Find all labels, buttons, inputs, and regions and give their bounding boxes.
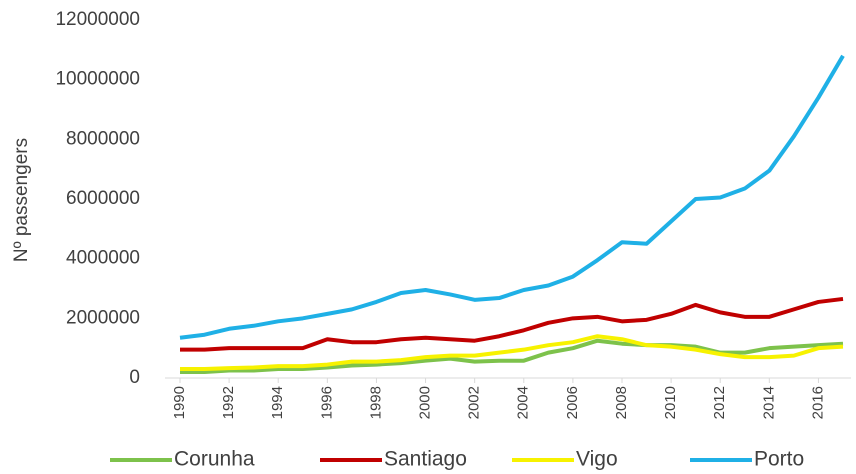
y-tick-label: 12000000 <box>55 9 140 30</box>
x-tick-label: 2016 <box>809 386 826 419</box>
y-tick-label: 4000000 <box>66 248 140 269</box>
x-tick-label: 1992 <box>220 386 237 419</box>
x-tick-label: 1996 <box>318 386 335 419</box>
x-tick-label: 1998 <box>367 386 384 419</box>
y-tick-label: 8000000 <box>66 128 140 149</box>
x-tick-label: 2002 <box>466 386 483 419</box>
y-tick-label: 6000000 <box>66 188 140 209</box>
x-tick-label: 2008 <box>613 386 630 419</box>
x-tick-label: 2006 <box>564 386 581 419</box>
legend-label: Vigo <box>576 448 618 471</box>
x-tick-label: 1990 <box>171 386 188 419</box>
legend-label: Santiago <box>384 448 467 471</box>
series-line <box>180 296 844 352</box>
x-tick-label: 1994 <box>269 386 286 419</box>
series-line <box>180 334 844 372</box>
x-tick-label: 2014 <box>760 386 777 419</box>
y-axis-label: Nº passengers <box>11 138 32 262</box>
y-tick-label: 0 <box>129 367 140 388</box>
series-line <box>179 54 845 340</box>
series-line <box>180 338 844 375</box>
legend-label: Corunha <box>174 448 255 471</box>
x-tick-label: 2000 <box>417 386 434 419</box>
x-tick-label: 2010 <box>662 386 679 419</box>
x-tick-label: 2012 <box>711 386 728 419</box>
y-tick-label: 10000000 <box>55 69 140 90</box>
x-tick-label: 2004 <box>515 386 532 419</box>
legend-label: Porto <box>754 448 804 471</box>
y-tick-label: 2000000 <box>66 307 140 328</box>
